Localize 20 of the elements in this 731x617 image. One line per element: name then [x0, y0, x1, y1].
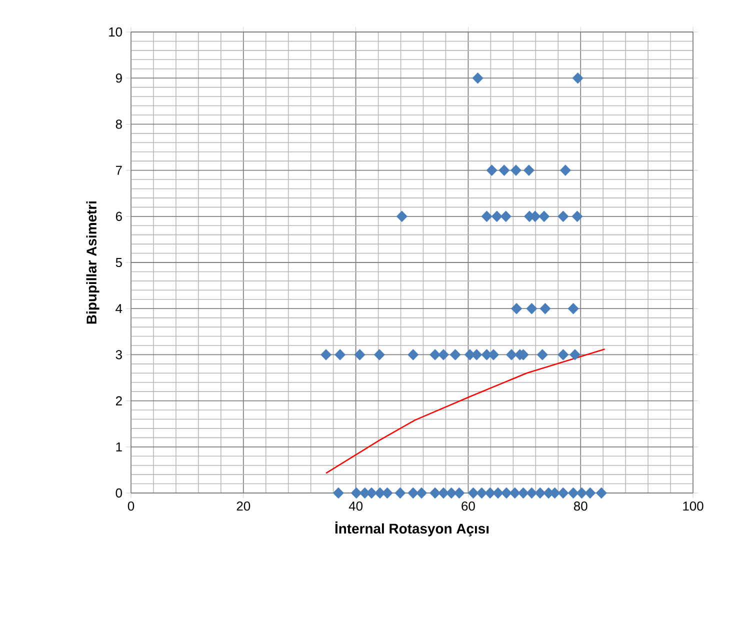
y-tick-label: 7: [116, 166, 122, 175]
y-axis-title: Bipupillar Asimetri: [86, 201, 100, 324]
x-axis-title: İnternal Rotasyon Açısı: [335, 521, 489, 536]
y-tick-label: 0: [116, 488, 122, 498]
y-tick-label: 8: [116, 120, 122, 129]
y-tick-label: 9: [116, 74, 122, 83]
y-tick-label: 3: [116, 350, 122, 360]
y-tick-label: 1: [116, 442, 122, 452]
x-tick-label: 100: [683, 501, 704, 511]
x-tick-label: 40: [348, 501, 363, 511]
y-tick-label: 5: [116, 258, 122, 268]
x-tick-label: 0: [128, 501, 134, 511]
x-tick-label: 20: [236, 501, 250, 511]
y-tick-label: 2: [116, 396, 122, 406]
y-tick-label: 10: [109, 27, 122, 37]
x-tick-label: 80: [574, 501, 588, 511]
x-tick-label: 60: [462, 501, 475, 511]
y-tick-label: 4: [116, 304, 122, 314]
line-series: [325, 348, 606, 474]
y-tick-label: 6: [116, 212, 122, 221]
